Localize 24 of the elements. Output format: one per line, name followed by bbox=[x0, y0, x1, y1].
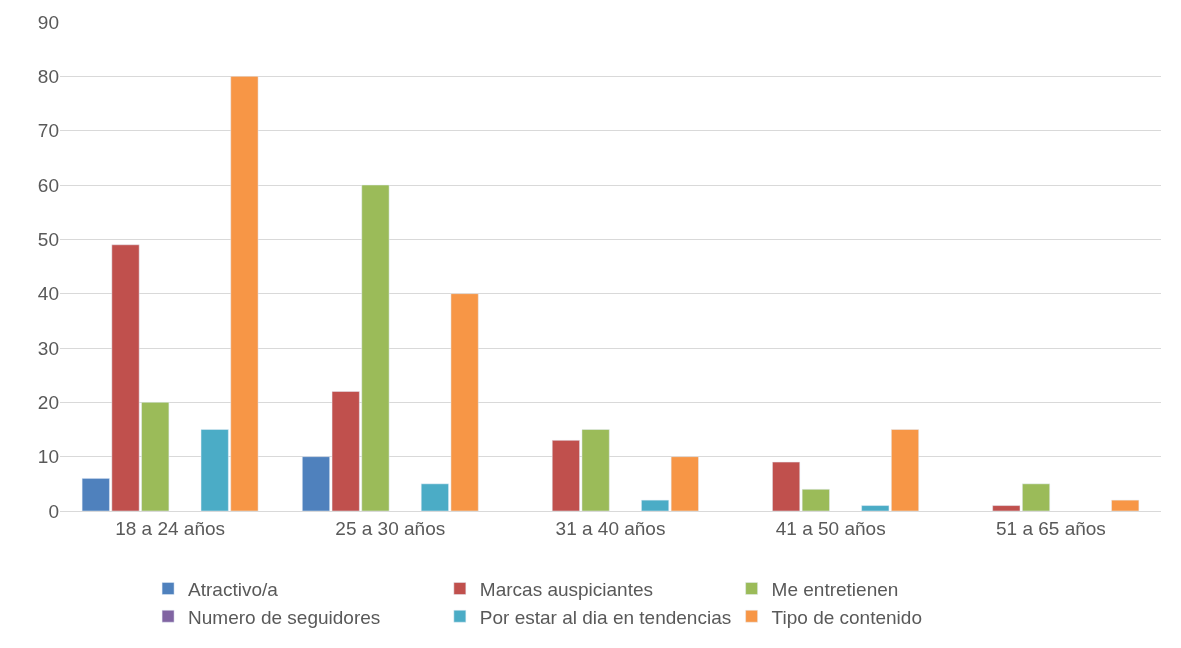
y-tick-label: 20 bbox=[37, 391, 59, 413]
y-tick-label: 10 bbox=[37, 446, 59, 468]
legend-label: Numero de seguidores bbox=[188, 606, 381, 628]
x-tick-label: 31 a 40 años bbox=[555, 517, 666, 539]
y-tick-label: 50 bbox=[37, 228, 59, 250]
x-tick-label: 51 a 65 años bbox=[995, 517, 1106, 539]
y-tick-label: 60 bbox=[37, 174, 59, 196]
legend-label: Tipo de contenido bbox=[771, 606, 922, 628]
y-tick-label: 90 bbox=[37, 11, 59, 33]
x-tick-label: 18 a 24 años bbox=[115, 517, 226, 539]
y-tick-label: 70 bbox=[37, 120, 59, 142]
legend-label: Marcas auspiciantes bbox=[479, 578, 654, 600]
y-tick-label: 80 bbox=[37, 65, 59, 87]
y-tick-label: 40 bbox=[37, 283, 59, 305]
bar bbox=[1111, 499, 1140, 511]
bar bbox=[801, 489, 830, 511]
bar bbox=[772, 461, 801, 511]
legend-label: Me entretienen bbox=[771, 578, 899, 600]
legend-label: Por estar al dia en tendencias bbox=[479, 606, 732, 628]
x-tick-label: 25 a 30 años bbox=[335, 517, 446, 539]
x-tick-label: 41 a 50 años bbox=[775, 517, 886, 539]
y-tick-label: 30 bbox=[37, 337, 59, 359]
legend-label: Atractivo/a bbox=[188, 578, 279, 600]
y-tick-label: 0 bbox=[48, 500, 59, 522]
